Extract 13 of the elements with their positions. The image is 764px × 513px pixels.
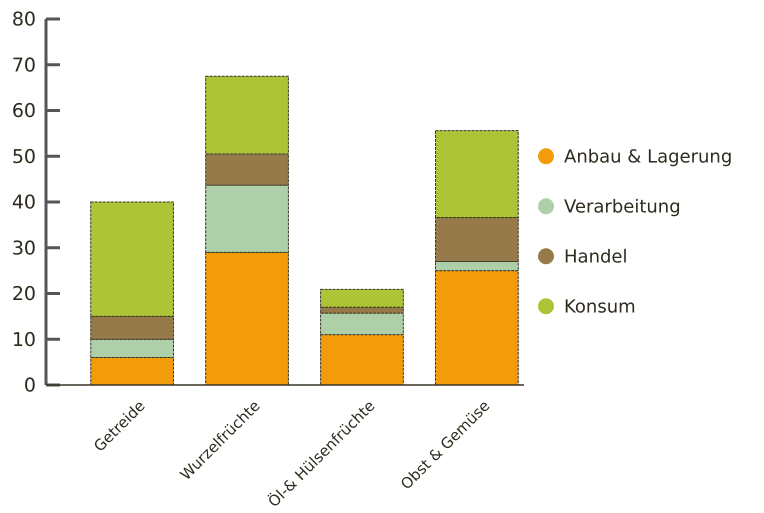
y-tick-label: 30 bbox=[12, 237, 36, 260]
legend-label: Verarbeitung bbox=[564, 196, 681, 218]
y-tick-label: 70 bbox=[12, 54, 36, 76]
legend-label: Anbau & Lagerung bbox=[564, 146, 732, 168]
y-tick-label: 20 bbox=[12, 283, 36, 306]
y-tick-label: 80 bbox=[12, 8, 36, 31]
y-tick-label: 10 bbox=[12, 328, 36, 351]
y-tick-label: 40 bbox=[12, 192, 36, 214]
legend-label: Handel bbox=[564, 246, 628, 268]
y-tick-label: 50 bbox=[12, 146, 36, 168]
y-tick-label: 60 bbox=[12, 100, 36, 122]
y-tick-label: 0 bbox=[24, 374, 36, 397]
legend-label: Konsum bbox=[564, 296, 636, 318]
